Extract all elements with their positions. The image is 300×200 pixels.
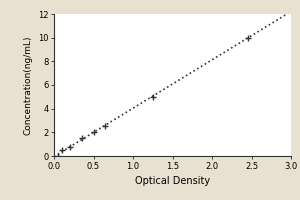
X-axis label: Optical Density: Optical Density [135,176,210,186]
Y-axis label: Concentration(ng/mL): Concentration(ng/mL) [23,35,32,135]
